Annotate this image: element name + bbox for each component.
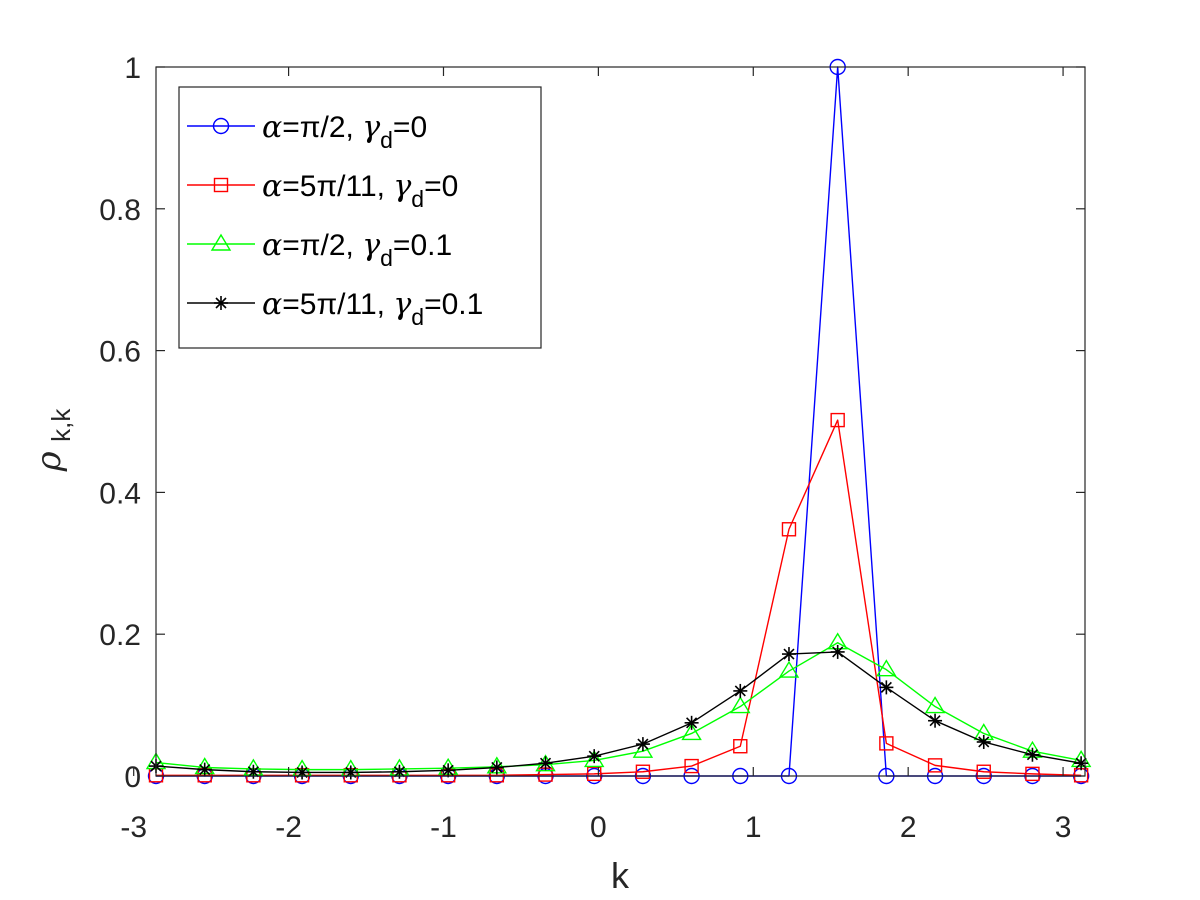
legend-item-3: α=π/2, γd=0.1 bbox=[187, 228, 452, 271]
data-point-s2-19 bbox=[1025, 766, 1040, 782]
legend-label-2: α=5π/11, γd=0 bbox=[262, 169, 458, 212]
series-4 bbox=[149, 644, 1089, 780]
legend-label-4: α=5π/11, γd=0.1 bbox=[262, 287, 483, 330]
data-point-s4-15 bbox=[830, 644, 845, 659]
data-point-s2-15 bbox=[830, 412, 845, 428]
data-point-s4-8 bbox=[489, 760, 504, 775]
series-line-4 bbox=[155, 651, 1082, 774]
data-point-s4-19 bbox=[1025, 747, 1040, 762]
legend-item-4: α=5π/11, γd=0.1 bbox=[187, 287, 483, 330]
y-axis-label: ρ k,k bbox=[29, 408, 76, 473]
data-point-s3-11 bbox=[632, 740, 654, 758]
data-point-s2-18 bbox=[976, 764, 991, 779]
x-tick-label-7: 3 bbox=[1055, 811, 1072, 844]
legend-label-3: α=π/2, γd=0.1 bbox=[262, 228, 452, 271]
legend-alpha-value: =π/2, bbox=[282, 229, 362, 262]
legend-label-1: α=π/2, γd=0 bbox=[262, 110, 427, 153]
data-point-s4-16 bbox=[879, 680, 894, 695]
data-point-s2-11 bbox=[635, 764, 651, 779]
legend-alpha-symbol: α bbox=[262, 228, 282, 263]
legend: α=π/2, γd=0α=5π/11, γd=0α=π/2, γd=0.1α=5… bbox=[178, 86, 542, 349]
data-point-s4-5 bbox=[343, 765, 358, 780]
data-point-s2-13 bbox=[733, 739, 748, 754]
legend-gamma-value: =0 bbox=[393, 111, 427, 144]
legend-gamma-subscript: d bbox=[411, 186, 424, 212]
legend-box bbox=[178, 86, 542, 349]
legend-gamma-subscript: d bbox=[380, 245, 393, 271]
data-point-s4-17 bbox=[928, 713, 943, 728]
data-point-s2-14 bbox=[781, 522, 797, 537]
x-tick-label-6: 2 bbox=[900, 811, 917, 844]
data-point-s2-16 bbox=[879, 736, 894, 751]
legend-alpha-symbol: α bbox=[262, 287, 282, 322]
legend-gamma-subscript: d bbox=[380, 127, 393, 153]
legend-marker-1 bbox=[212, 117, 230, 135]
data-point-s2-17 bbox=[927, 758, 943, 773]
data-point-s4-3 bbox=[246, 764, 261, 779]
x-axis-label: k bbox=[611, 855, 630, 896]
data-point-s2-12 bbox=[684, 758, 699, 774]
data-point-s4-18 bbox=[976, 734, 991, 749]
data-point-s3-17 bbox=[924, 696, 946, 714]
y-axis-label-symbol: ρ bbox=[29, 451, 69, 472]
legend-gamma-value: =0.1 bbox=[424, 288, 483, 321]
tick-labels: -3 -2 -1 0 1 2 3 0 0.2 0.4 0.6 0.8 1 bbox=[99, 52, 1071, 844]
data-point-s4-20 bbox=[1074, 756, 1089, 771]
data-point-s4-10 bbox=[587, 749, 602, 764]
legend-gamma-value: =0 bbox=[424, 170, 458, 203]
data-point-s4-2 bbox=[197, 762, 212, 777]
x-tick-label-2: -2 bbox=[275, 811, 302, 844]
data-point-s4-9 bbox=[538, 756, 553, 771]
y-tick-label-2: 0.2 bbox=[99, 619, 141, 652]
data-point-s4-13 bbox=[733, 683, 748, 698]
y-tick-label-1: 0 bbox=[124, 761, 141, 794]
legend-gamma-value: =0.1 bbox=[393, 229, 452, 262]
x-tick-label-1: -3 bbox=[120, 811, 147, 844]
legend-alpha-symbol: α bbox=[262, 110, 282, 145]
data-point-s4-11 bbox=[635, 737, 650, 752]
y-axis-label-subscript: k,k bbox=[46, 408, 76, 442]
data-point-s4-12 bbox=[684, 715, 699, 730]
data-point-s4-4 bbox=[295, 765, 310, 780]
data-point-s4-14 bbox=[781, 647, 796, 662]
ticks-layer bbox=[133, 66, 1085, 777]
legend-alpha-symbol: α bbox=[262, 169, 282, 204]
legend-gamma-subscript: d bbox=[411, 304, 424, 330]
legend-gamma-symbol: γ bbox=[393, 169, 411, 204]
y-tick-label-5: 0.8 bbox=[99, 194, 141, 227]
data-point-s2-10 bbox=[587, 766, 602, 782]
legend-gamma-symbol: γ bbox=[362, 228, 380, 263]
legend-alpha-value: =π/2, bbox=[282, 111, 362, 144]
legend-alpha-value: =5π/11, bbox=[282, 170, 393, 203]
legend-item-1: α=π/2, γd=0 bbox=[187, 110, 427, 153]
data-point-s3-12 bbox=[681, 723, 702, 741]
legend-gamma-symbol: γ bbox=[362, 110, 380, 145]
data-point-s3-14 bbox=[778, 660, 800, 678]
legend-item-2: α=5π/11, γd=0 bbox=[187, 169, 458, 212]
legend-marker-3 bbox=[210, 233, 232, 251]
x-tick-label-5: 1 bbox=[745, 811, 762, 844]
data-point-s3-13 bbox=[730, 696, 751, 714]
x-tick-label-4: 0 bbox=[590, 811, 607, 844]
data-point-s3-16 bbox=[876, 659, 897, 677]
y-tick-label-3: 0.4 bbox=[99, 477, 141, 510]
data-point-s4-6 bbox=[392, 764, 407, 779]
y-tick-label-6: 1 bbox=[124, 52, 141, 85]
series-line-3 bbox=[155, 642, 1082, 771]
data-point-s3-10 bbox=[583, 750, 605, 768]
plot-frame bbox=[155, 66, 1086, 777]
legend-gamma-symbol: γ bbox=[393, 287, 411, 322]
x-tick-label-3: -1 bbox=[430, 811, 457, 844]
legend-marker-4 bbox=[214, 296, 228, 310]
legend-marker-2 bbox=[213, 177, 229, 193]
y-tick-label-4: 0.6 bbox=[99, 336, 141, 369]
legend-alpha-value: =5π/11, bbox=[282, 288, 393, 321]
